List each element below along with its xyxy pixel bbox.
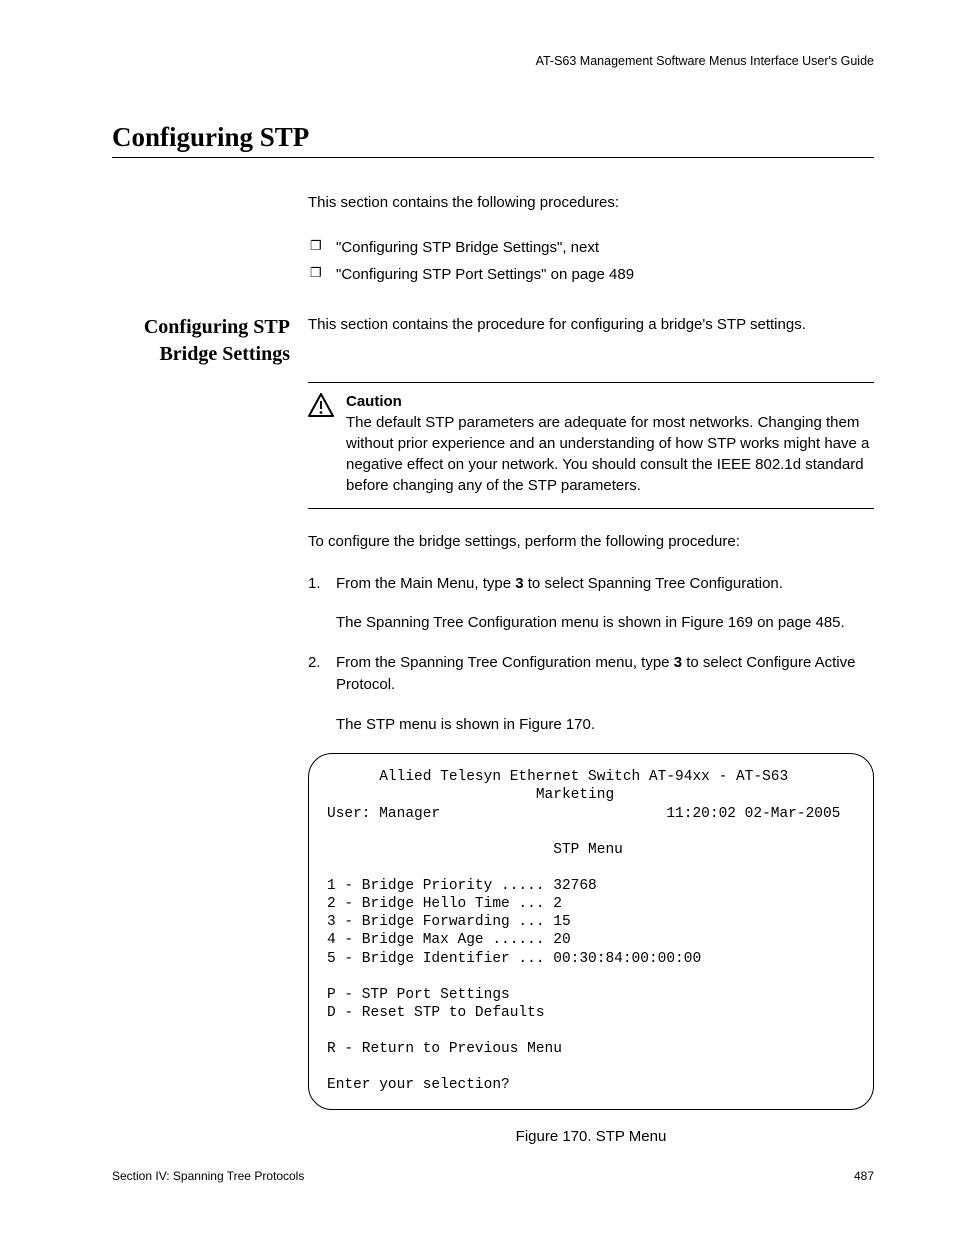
step-pre: From the Main Menu, type — [336, 575, 515, 592]
terminal-line: 5 - Bridge Identifier ... 00:30:84:00:00… — [327, 951, 701, 967]
terminal-screen: Allied Telesyn Ethernet Switch AT-94xx -… — [308, 753, 874, 1109]
subsection-row: Configuring STP Bridge Settings This sec… — [112, 314, 874, 368]
terminal-line: P - STP Port Settings — [327, 987, 510, 1003]
intro-block: This section contains the following proc… — [308, 192, 874, 288]
footer-section: Section IV: Spanning Tree Protocols — [112, 1169, 304, 1183]
side-heading: Configuring STP Bridge Settings — [112, 314, 290, 368]
bullet-list: "Configuring STP Bridge Settings", next … — [308, 234, 874, 288]
terminal-line: Marketing — [327, 787, 614, 803]
caution-box: Caution The default STP parameters are a… — [308, 382, 874, 509]
list-item: "Configuring STP Bridge Settings", next — [308, 234, 874, 261]
terminal-line: 1 - Bridge Priority ..... 32768 — [327, 878, 597, 894]
procedure-intro: To configure the bridge settings, perfor… — [308, 531, 874, 553]
terminal-line: Allied Telesyn Ethernet Switch AT-94xx -… — [327, 769, 788, 785]
terminal-line: R - Return to Previous Menu — [327, 1041, 562, 1057]
step-bold: 3 — [674, 654, 682, 671]
terminal-line: User: Manager 11:20:02 02-Mar-2005 — [327, 806, 840, 822]
warning-icon — [308, 393, 334, 422]
terminal-line: Enter your selection? — [327, 1077, 510, 1093]
section-title: Configuring STP — [112, 122, 874, 158]
caution-text: Caution The default STP parameters are a… — [346, 391, 874, 496]
subsection-body: Caution The default STP parameters are a… — [308, 382, 874, 1145]
terminal-line: STP Menu — [327, 842, 623, 858]
step-sub: The STP menu is shown in Figure 170. — [336, 714, 874, 736]
terminal-line: 2 - Bridge Hello Time ... 2 — [327, 896, 562, 912]
figure-caption: Figure 170. STP Menu — [308, 1128, 874, 1145]
terminal-line: D - Reset STP to Defaults — [327, 1005, 545, 1021]
step-bold: 3 — [515, 575, 523, 592]
page-footer: Section IV: Spanning Tree Protocols 487 — [112, 1169, 874, 1183]
intro-text: This section contains the following proc… — [308, 192, 874, 214]
step-item: From the Spanning Tree Configuration men… — [308, 652, 874, 735]
terminal-line: 3 - Bridge Forwarding ... 15 — [327, 914, 571, 930]
side-body: This section contains the procedure for … — [308, 314, 874, 336]
terminal-line: 4 - Bridge Max Age ...... 20 — [327, 932, 571, 948]
step-item: From the Main Menu, type 3 to select Spa… — [308, 573, 874, 635]
footer-page-number: 487 — [854, 1169, 874, 1183]
step-post: to select Spanning Tree Configuration. — [524, 575, 783, 592]
caution-label: Caution — [346, 393, 402, 410]
page: AT-S63 Management Software Menus Interfa… — [0, 0, 954, 1235]
list-item: "Configuring STP Port Settings" on page … — [308, 261, 874, 288]
running-head: AT-S63 Management Software Menus Interfa… — [112, 54, 874, 68]
step-sub: The Spanning Tree Configuration menu is … — [336, 612, 874, 634]
caution-body: The default STP parameters are adequate … — [346, 414, 869, 494]
step-pre: From the Spanning Tree Configuration men… — [336, 654, 674, 671]
numbered-steps: From the Main Menu, type 3 to select Spa… — [308, 573, 874, 736]
